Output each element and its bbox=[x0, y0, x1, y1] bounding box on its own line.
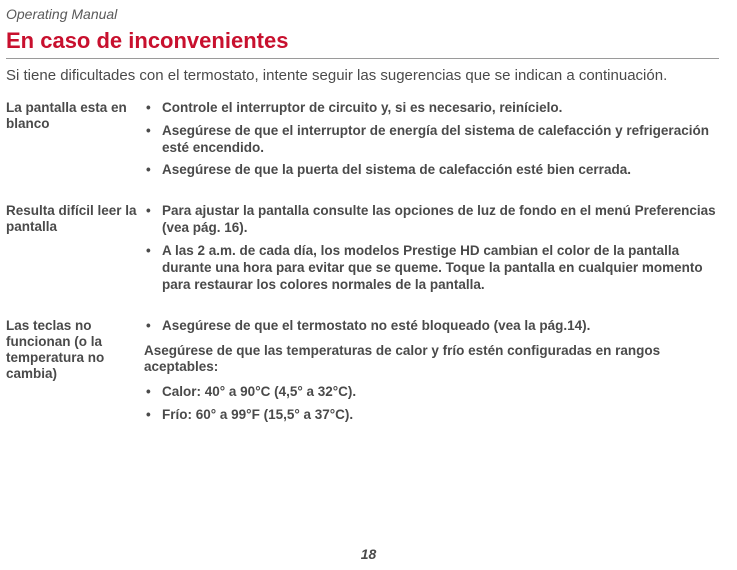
bullet-item: A las 2 a.m. de cada día, los modelos Pr… bbox=[144, 243, 719, 294]
troubleshoot-section: Resulta difícil leer la pantalla Para aj… bbox=[6, 203, 719, 299]
running-head: Operating Manual bbox=[6, 6, 719, 22]
bullet-item: Controle el interruptor de circuito y, s… bbox=[144, 100, 719, 117]
section-label: Resulta difícil leer la pantalla bbox=[6, 203, 144, 299]
bullet-item: Asegúrese de que la puerta del sistema d… bbox=[144, 162, 719, 179]
page-title: En caso de inconvenientes bbox=[6, 28, 719, 54]
section-body: Para ajustar la pantalla consulte las op… bbox=[144, 203, 719, 299]
bullet-item: Asegúrese de que el interruptor de energ… bbox=[144, 123, 719, 157]
troubleshoot-section: La pantalla esta en blanco Controle el i… bbox=[6, 100, 719, 186]
intro-paragraph: Si tiene dificultades con el termostato,… bbox=[6, 67, 719, 86]
bullet-item: Asegúrese de que el termostato no esté b… bbox=[144, 318, 719, 335]
page-number: 18 bbox=[0, 546, 737, 562]
bullet-item: Para ajustar la pantalla consulte las op… bbox=[144, 203, 719, 237]
title-rule bbox=[6, 58, 719, 59]
section-body: Asegúrese de que el termostato no esté b… bbox=[144, 318, 719, 430]
troubleshoot-section: Las teclas no funcionan (o la temperatur… bbox=[6, 318, 719, 430]
bullet-item: Calor: 40° a 90°C (4,5° a 32°C). bbox=[144, 384, 719, 401]
bullet-item: Frío: 60° a 99°F (15,5° a 37°C). bbox=[144, 407, 719, 424]
section-paragraph: Asegúrese de que las temperaturas de cal… bbox=[144, 343, 719, 377]
section-body: Controle el interruptor de circuito y, s… bbox=[144, 100, 719, 186]
section-label: La pantalla esta en blanco bbox=[6, 100, 144, 186]
section-label: Las teclas no funcionan (o la temperatur… bbox=[6, 318, 144, 430]
